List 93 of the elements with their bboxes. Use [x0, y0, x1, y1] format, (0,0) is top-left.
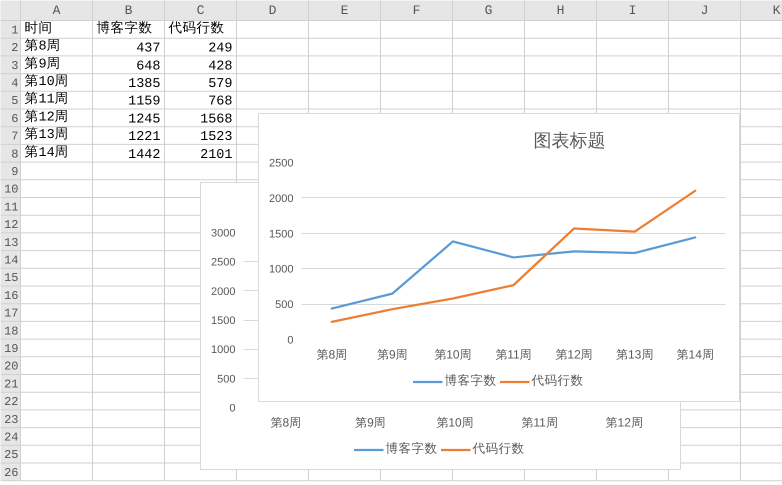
text: 437 — [136, 42, 161, 57]
y-tick-label: 17 — [4, 306, 19, 321]
y-tick-label: 5 — [11, 94, 18, 108]
y-tick-label: 1500 — [211, 315, 236, 327]
y-tick-label: 15 — [4, 271, 19, 286]
x-tick-label: 第10周 — [436, 416, 474, 430]
legend-label: 博客字数 — [444, 372, 496, 390]
text: 768 — [208, 94, 233, 110]
x-tick-label: 第10周 — [434, 348, 472, 362]
text: 时间 — [24, 22, 52, 37]
y-tick-label: 10 — [4, 182, 19, 197]
x-tick-label: 第12周 — [606, 416, 643, 430]
text: 579 — [208, 76, 233, 92]
y-tick-label: 21 — [4, 377, 19, 392]
y-tick-label: 18 — [4, 324, 19, 338]
text: 1385 — [128, 76, 160, 92]
y-tick-label: 1500 — [269, 228, 294, 240]
y-tick-label: 500 — [275, 299, 294, 312]
x-tick-label: K — [772, 3, 781, 18]
y-tick-label: 0 — [287, 334, 294, 346]
y-tick-label: 13 — [4, 236, 19, 250]
text: 1221 — [128, 130, 160, 146]
y-tick-label: 3 — [11, 58, 18, 73]
y-tick-label: 24 — [4, 430, 19, 444]
y-tick-label: 0 — [229, 402, 236, 414]
text: 第10周 — [24, 74, 69, 90]
y-tick-label: 1000 — [269, 264, 294, 276]
y-tick-label: 1000 — [211, 344, 236, 356]
line-series — [330, 190, 696, 323]
y-tick-label: 23 — [4, 412, 19, 427]
y-tick-label: 4 — [11, 76, 18, 90]
x-tick-label: 第8周 — [270, 416, 302, 430]
text: 第14周 — [24, 146, 69, 161]
x-tick-label: H — [556, 3, 564, 18]
x-tick-label: I — [628, 3, 636, 18]
y-tick-label: 12 — [4, 218, 19, 232]
text: 1245 — [128, 112, 160, 128]
text: 代码行数 — [168, 22, 224, 37]
x-tick-label: 第11周 — [521, 416, 558, 430]
x-tick-label: A — [52, 3, 61, 18]
chart-title: 图表标题 — [534, 130, 606, 150]
x-tick-label: E — [340, 3, 349, 18]
x-tick-label: 第8周 — [316, 348, 348, 362]
y-tick-label: 2500 — [211, 256, 236, 269]
text: 2101 — [200, 148, 232, 163]
legend-label: 代码行数 — [472, 440, 524, 458]
y-tick-label: 3000 — [211, 228, 236, 240]
x-tick-label: D — [268, 3, 277, 18]
y-tick-label: 1 — [11, 23, 18, 38]
text: 1159 — [128, 94, 160, 110]
y-tick-label: 26 — [4, 466, 19, 480]
x-tick-label: J — [700, 3, 708, 18]
text: 1442 — [128, 148, 160, 163]
y-tick-label: 2000 — [211, 286, 236, 298]
x-tick-label: B — [124, 3, 133, 18]
x-tick-label: 第11周 — [495, 348, 532, 362]
legend-label: 代码行数 — [532, 372, 584, 390]
text: 1568 — [200, 112, 232, 128]
text: 第11周 — [24, 92, 69, 108]
x-tick-label: 第9周 — [355, 416, 386, 430]
y-tick-label: 9 — [11, 164, 18, 179]
x-tick-label: 第14周 — [676, 348, 714, 362]
text: 第9周 — [24, 57, 61, 72]
y-tick-label: 500 — [217, 373, 236, 386]
y-tick-label: 25 — [4, 448, 19, 462]
y-tick-label: 16 — [4, 288, 19, 303]
y-tick-label: 2000 — [269, 192, 294, 205]
text: 第12周 — [24, 110, 69, 126]
x-tick-label: 第9周 — [377, 348, 408, 362]
x-tick-label: 第12周 — [555, 348, 593, 362]
text: 第13周 — [24, 128, 69, 144]
x-tick-label: 第13周 — [616, 348, 654, 362]
y-tick-label: 22 — [4, 395, 19, 410]
y-tick-label: 19 — [4, 342, 19, 356]
x-tick-label: C — [196, 3, 205, 18]
y-tick-label: 7 — [11, 130, 18, 144]
text: 第8周 — [24, 40, 61, 55]
y-tick-label: 2 — [11, 41, 18, 56]
y-tick-label: 8 — [11, 147, 18, 162]
x-tick-label: F — [412, 3, 420, 18]
text: 648 — [136, 59, 161, 74]
line-series — [330, 236, 696, 310]
text: 博客字数 — [96, 22, 152, 37]
y-tick-label: 11 — [4, 200, 19, 214]
y-tick-label: 20 — [4, 360, 19, 374]
text: 249 — [208, 42, 233, 57]
legend-label: 博客字数 — [386, 440, 438, 458]
y-tick-label: 14 — [4, 253, 19, 268]
text: 428 — [208, 59, 233, 74]
y-tick-label: 2500 — [269, 158, 294, 170]
y-tick-label: 6 — [11, 112, 18, 126]
x-tick-label: G — [484, 3, 492, 18]
text: 1523 — [200, 130, 232, 146]
